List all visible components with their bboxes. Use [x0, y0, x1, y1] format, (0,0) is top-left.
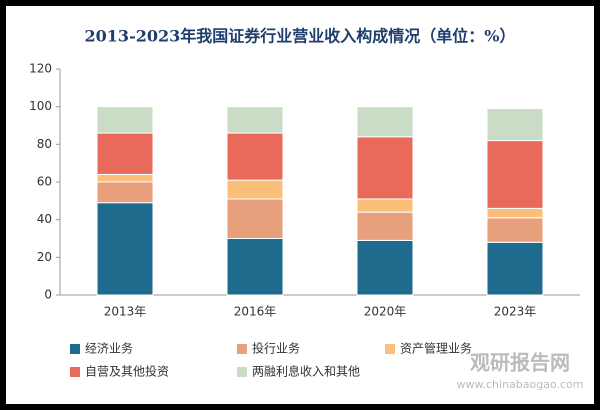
legend-swatch [385, 344, 395, 354]
bar-segment [486, 241, 544, 296]
bar-segment [356, 239, 414, 296]
bar-segment [226, 198, 284, 239]
bar-segment [96, 173, 154, 183]
y-tick-label: 100 [29, 99, 52, 113]
bar-segment [226, 106, 284, 134]
y-tick-label: 80 [37, 137, 52, 151]
watermark-name: 观研报告网 [470, 351, 570, 375]
bar-segment [96, 106, 154, 134]
x-tick-label: 2016年 [234, 305, 277, 319]
x-tick-label: 2020年 [364, 305, 407, 319]
legend-swatch [237, 344, 247, 354]
bar-segment [356, 106, 414, 138]
bar-segment [486, 108, 544, 142]
bar-segment [226, 238, 284, 296]
legend-swatch [237, 367, 247, 377]
bar-segment [486, 140, 544, 209]
legend-label: 自营及其他投资 [85, 364, 169, 379]
y-tick-label: 40 [37, 212, 52, 226]
bar-segment [356, 198, 414, 213]
bar-segment [356, 136, 414, 200]
bar-segment [226, 179, 284, 200]
chart-title: 2013-2023年我国证券行业营业收入构成情况（单位：%） [85, 27, 516, 46]
bar-segment [226, 132, 284, 181]
bar-segment [96, 181, 154, 204]
legend-label: 两融利息收入和其他 [252, 364, 360, 379]
x-tick-label: 2023年 [494, 305, 537, 319]
y-tick-label: 20 [37, 250, 52, 264]
bar-segment [486, 217, 544, 243]
bar-segment [96, 132, 154, 175]
y-tick-label: 60 [37, 175, 52, 189]
legend-label: 经济业务 [85, 341, 133, 356]
legend-label: 资产管理业务 [400, 341, 472, 356]
y-tick-label: 120 [29, 62, 52, 76]
legend-label: 投行业务 [252, 341, 300, 356]
x-tick-label: 2013年 [104, 305, 147, 319]
y-tick-label: 0 [44, 288, 52, 302]
bar-segment [356, 211, 414, 241]
bar-segment [96, 202, 154, 296]
watermark-url: www.chinabaogao.com [457, 378, 584, 391]
legend-swatch [70, 344, 80, 354]
bar-segment [486, 207, 544, 219]
legend-swatch [70, 367, 80, 377]
